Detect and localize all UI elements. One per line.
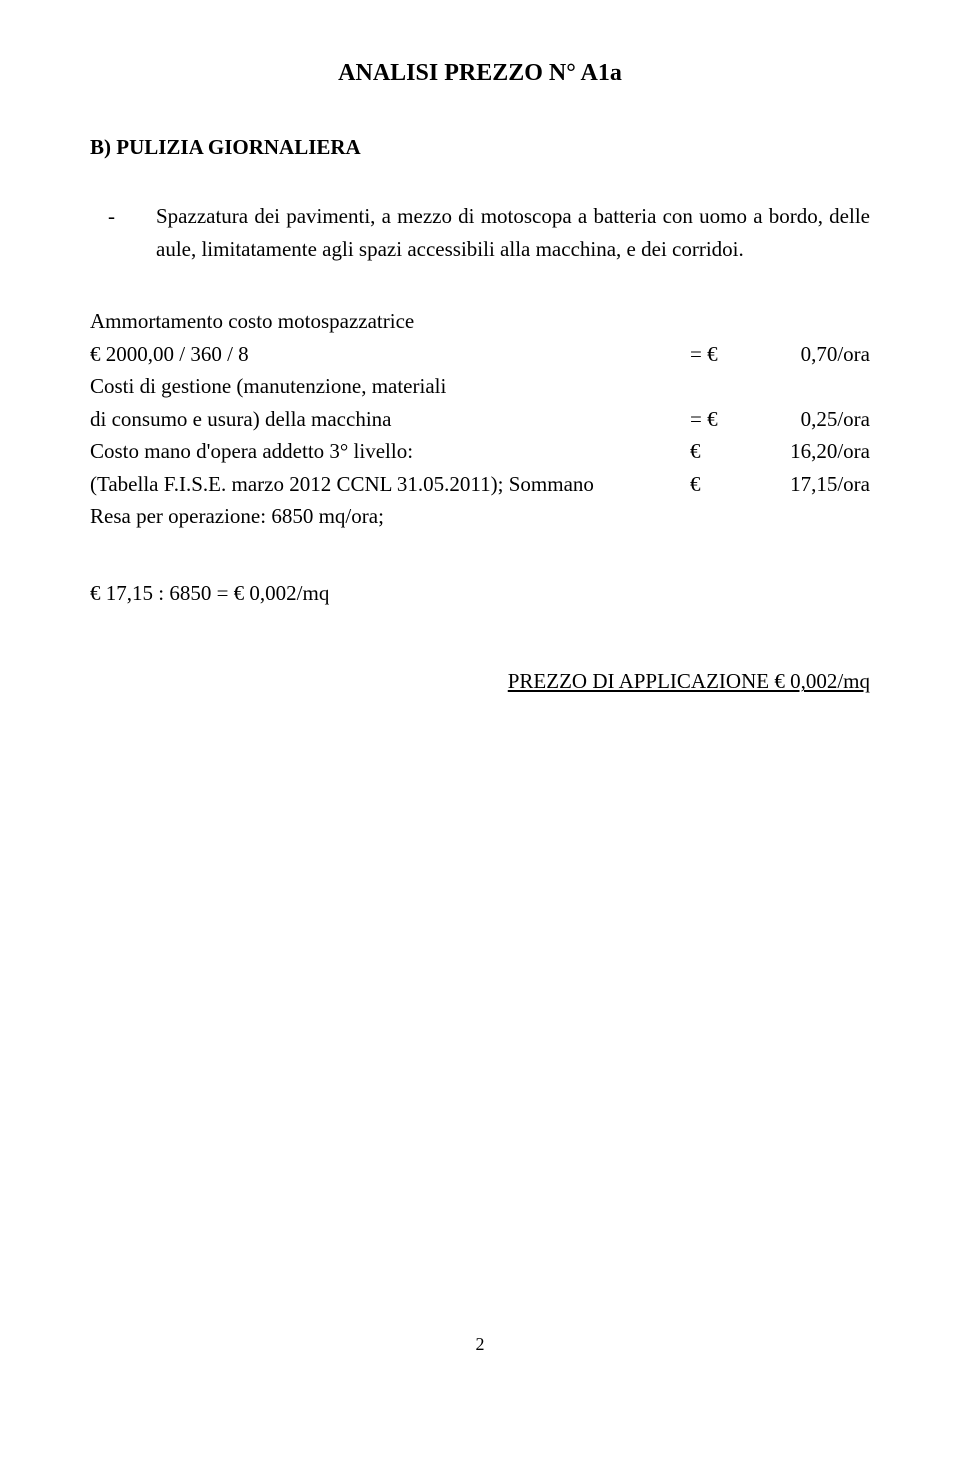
- calc-line-4: di consumo e usura) della macchina = € 0…: [90, 403, 870, 436]
- calculation-block: Ammortamento costo motospazzatrice € 200…: [90, 305, 870, 533]
- section-label: B) PULIZIA GIORNALIERA: [90, 135, 870, 160]
- calc-line-6-sym: €: [690, 468, 730, 501]
- prezzo-applicazione: PREZZO DI APPLICAZIONE € 0,002/mq: [90, 669, 870, 694]
- calc-line-1: Ammortamento costo motospazzatrice: [90, 305, 870, 338]
- calc-line-5-val: 16,20/ora: [760, 435, 870, 468]
- calc-line-4-val: 0,25/ora: [760, 403, 870, 436]
- calc-line-4-sym: = €: [690, 403, 730, 436]
- calc-line-5: Costo mano d'opera addetto 3° livello: €…: [90, 435, 870, 468]
- calc-line-6-val: 17,15/ora: [760, 468, 870, 501]
- calc-line-5-right: € 16,20/ora: [690, 435, 870, 468]
- page-number: 2: [90, 1334, 870, 1355]
- calc-line-2-sym: = €: [690, 338, 730, 371]
- calc-line-6-right: € 17,15/ora: [690, 468, 870, 501]
- calc-line-3: Costi di gestione (manutenzione, materia…: [90, 370, 870, 403]
- calc-line-7: Resa per operazione: 6850 mq/ora;: [90, 500, 870, 533]
- spacer: [90, 533, 870, 577]
- calc-line-2-right: = € 0,70/ora: [690, 338, 870, 371]
- bullet-dash: -: [90, 200, 156, 265]
- calc-line-4-left: di consumo e usura) della macchina: [90, 403, 690, 436]
- document-page: ANALISI PREZZO N° A1a B) PULIZIA GIORNAL…: [0, 0, 960, 1395]
- calc-line-2-val: 0,70/ora: [760, 338, 870, 371]
- calc-line-6: (Tabella F.I.S.E. marzo 2012 CCNL 31.05.…: [90, 468, 870, 501]
- division-line: € 17,15 : 6850 = € 0,002/mq: [90, 577, 870, 610]
- calc-line-5-left: Costo mano d'opera addetto 3° livello:: [90, 435, 690, 468]
- bullet-text: Spazzatura dei pavimenti, a mezzo di mot…: [156, 200, 870, 265]
- doc-title: ANALISI PREZZO N° A1a: [90, 60, 870, 87]
- calc-line-5-sym: €: [690, 435, 730, 468]
- calc-line-4-right: = € 0,25/ora: [690, 403, 870, 436]
- calc-line-2-left: € 2000,00 / 360 / 8: [90, 338, 690, 371]
- calc-line-2: € 2000,00 / 360 / 8 = € 0,70/ora: [90, 338, 870, 371]
- bullet-item: - Spazzatura dei pavimenti, a mezzo di m…: [90, 200, 870, 265]
- calc-line-6-left: (Tabella F.I.S.E. marzo 2012 CCNL 31.05.…: [90, 468, 690, 501]
